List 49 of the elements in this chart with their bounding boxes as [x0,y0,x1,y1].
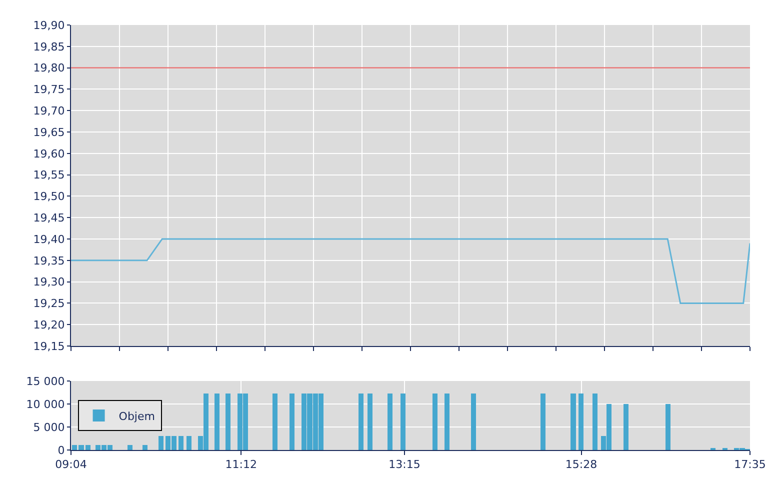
bar [623,404,629,450]
bar [272,393,278,450]
y-tick-label: 19,70 [33,104,65,118]
x-tick-label: 13:15 [388,458,420,472]
bar [540,393,546,450]
x-tick-label: 09:04 [55,458,87,472]
bar [367,393,373,450]
y-tick-label: 19,65 [33,126,65,139]
bar [127,444,133,450]
bar [186,436,192,450]
legend-label: Objem [118,410,155,423]
y-tick-label: 19,40 [33,232,65,246]
y-tick-label: 19,50 [33,190,65,204]
y-tick-label: 19,90 [33,18,65,32]
y-tick-label: 19,15 [33,340,65,353]
bar [387,393,393,450]
x-tick-label: 15:28 [565,458,598,472]
bar [470,393,476,450]
y-tick-label: 19,60 [33,147,65,160]
y-tick-label: 19,55 [33,168,65,182]
y-tick-label: 10 000 [26,398,65,411]
y-tick-label: 19,20 [33,318,65,332]
bar [289,393,295,450]
bar [158,436,164,450]
y-tick-label: 5 000 [33,420,65,434]
bar [665,404,671,450]
y-tick-label: 19,80 [33,62,65,75]
bar [444,393,450,450]
bar [178,436,184,450]
y-tick-label: 19,45 [33,211,65,224]
y-tick-label: 19,35 [33,254,65,268]
x-tick-label: 17:35 [734,458,766,472]
y-tick-label: 0 [58,444,65,457]
bar [400,393,406,450]
y-tick-label: 19,25 [33,297,65,310]
bar [214,393,220,450]
y-tick-label: 19,75 [33,83,65,96]
y-tick-label: 19,30 [33,276,65,289]
y-tick-label: 15 000 [26,374,65,388]
bar [432,393,438,450]
bar [570,393,576,450]
line-series [71,238,750,304]
bar [358,393,364,450]
bar [142,444,148,450]
bar [225,393,231,450]
y-tick-label: 19,85 [33,40,65,54]
bar [592,393,598,450]
x-tick-label: 11:12 [225,458,257,472]
bar [578,393,584,450]
